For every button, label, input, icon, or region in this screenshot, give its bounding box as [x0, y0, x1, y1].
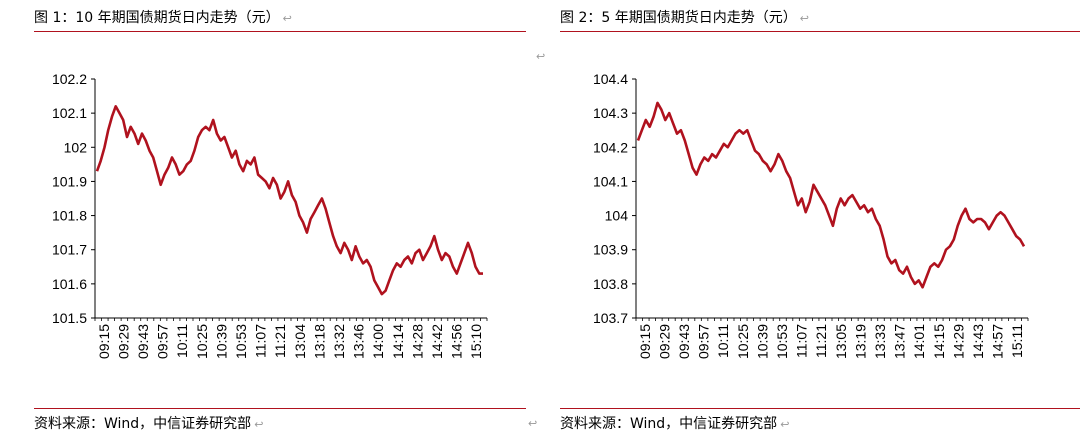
x-tick-label: 10:25: [194, 324, 210, 359]
x-tick-label: 14:28: [409, 324, 425, 359]
y-tick-label: 102.2: [52, 71, 87, 87]
y-tick-label: 103.9: [593, 242, 628, 258]
x-tick-label: 11:07: [253, 324, 269, 358]
x-tick-label: 14:14: [390, 324, 406, 359]
x-tick-label: 13:32: [331, 324, 347, 359]
return-mark: ↩: [254, 418, 264, 431]
x-tick-label: 09:43: [135, 324, 151, 359]
x-tick-label: 09:29: [115, 324, 131, 359]
y-tick-label: 101.9: [52, 173, 87, 189]
return-mark: ↩: [780, 418, 790, 431]
return-mark: ↩: [282, 12, 292, 25]
x-tick-label: 14:57: [990, 324, 1006, 359]
return-mark: ↩: [528, 417, 538, 430]
source-note: 资料来源：Wind，中信证券研究部 ↩: [34, 414, 263, 435]
chart-panel-5y: 图 2：5 年期国债期货日内走势（元） ↩ 103.7 103.8 103.9 104 1…: [556, 0, 1080, 445]
series-line: [95, 105, 483, 296]
y-tick-label: 104.4: [593, 71, 628, 87]
chart-title-text: 图 1：10 年期国债期货日内走势（元）: [34, 10, 280, 26]
y-tick-label: 102: [64, 139, 88, 155]
y-tick-label: 103.8: [593, 276, 628, 292]
y-tick-label: 104.3: [593, 105, 628, 121]
x-tick-label: 13:19: [852, 324, 868, 359]
y-tick-label: 101.8: [52, 208, 87, 224]
return-mark: ↩: [536, 50, 546, 63]
chart-title-text: 图 2：5 年期国债期货日内走势（元）: [560, 10, 797, 26]
x-tick-label: 10:39: [754, 324, 770, 359]
y-tick-label: 104: [605, 208, 629, 224]
x-tick-label: 10:53: [233, 324, 249, 359]
source-rule: [34, 408, 526, 409]
line-chart-5y: 103.7 103.8 103.9 104 104.1 104.2 104.3 104.4 09…: [593, 71, 1029, 359]
x-tick-label: 09:57: [696, 324, 712, 359]
x-tick-label: 11:07: [794, 324, 810, 358]
x-tick-label: 14:15: [931, 324, 947, 359]
x-tick-label: 13:04: [292, 324, 308, 359]
x-tick-label: 10:53: [774, 324, 790, 359]
x-tick-label: 09:15: [637, 324, 653, 359]
x-tick-label: 14:00: [370, 324, 386, 359]
y-tick-label: 104.2: [593, 139, 628, 155]
source-rule: [560, 408, 1080, 409]
x-tick-label: 14:56: [449, 324, 465, 359]
series-line: [636, 101, 1026, 289]
chart-title: 图 2：5 年期国债期货日内走势（元） ↩: [560, 8, 809, 29]
y-tick-label: 103.7: [593, 310, 628, 326]
x-tick-label: 13:05: [833, 324, 849, 359]
y-tick-label: 101.6: [52, 276, 87, 292]
x-tick-label: 13:47: [892, 324, 908, 359]
x-tick-label: 10:25: [735, 324, 751, 359]
chart-title: 图 1：10 年期国债期货日内走势（元） ↩: [34, 8, 292, 29]
line-chart-10y: 101.5 101.6 101.7 101.8 101.9 102 102.1 102.2 09…: [52, 71, 488, 359]
x-tick-label: 09:57: [155, 324, 171, 359]
x-tick-label: 11:21: [272, 324, 288, 358]
x-tick-label: 10:11: [174, 324, 190, 358]
x-tick-label: 13:18: [311, 324, 327, 359]
x-tick-label: 09:43: [676, 324, 692, 359]
y-tick-label: 101.5: [52, 310, 87, 326]
x-tick-label: 14:29: [950, 324, 966, 359]
source-note: 资料来源：Wind，中信证券研究部 ↩: [560, 414, 789, 435]
x-tick-label: 14:43: [970, 324, 986, 359]
x-tick-label: 15:10: [468, 324, 484, 359]
x-tick-label: 14:42: [429, 324, 445, 359]
source-text: 资料来源：Wind，中信证券研究部: [34, 416, 252, 432]
source-text: 资料来源：Wind，中信证券研究部: [560, 416, 778, 432]
x-tick-label: 13:46: [351, 324, 367, 359]
x-tick-label: 14:01: [911, 324, 927, 359]
return-mark: ↩: [799, 12, 809, 25]
x-tick-label: 11:21: [813, 324, 829, 358]
x-tick-label: 13:33: [872, 324, 888, 359]
x-tick-label: 10:11: [715, 324, 731, 358]
chart-panel-10y: 图 1：10 年期国债期货日内走势（元） ↩ 101.5 101.6 101.7 101…: [34, 8, 526, 435]
y-tick-label: 102.1: [52, 105, 87, 121]
y-tick-label: 101.7: [52, 242, 87, 258]
x-tick-label: 09:15: [96, 324, 112, 359]
x-tick-label: 10:39: [213, 324, 229, 359]
x-tick-label: 15:11: [1009, 324, 1025, 358]
y-tick-label: 104.1: [593, 173, 628, 189]
title-rule: [34, 31, 526, 32]
x-tick-label: 09:29: [656, 324, 672, 359]
title-rule: [560, 31, 1080, 32]
